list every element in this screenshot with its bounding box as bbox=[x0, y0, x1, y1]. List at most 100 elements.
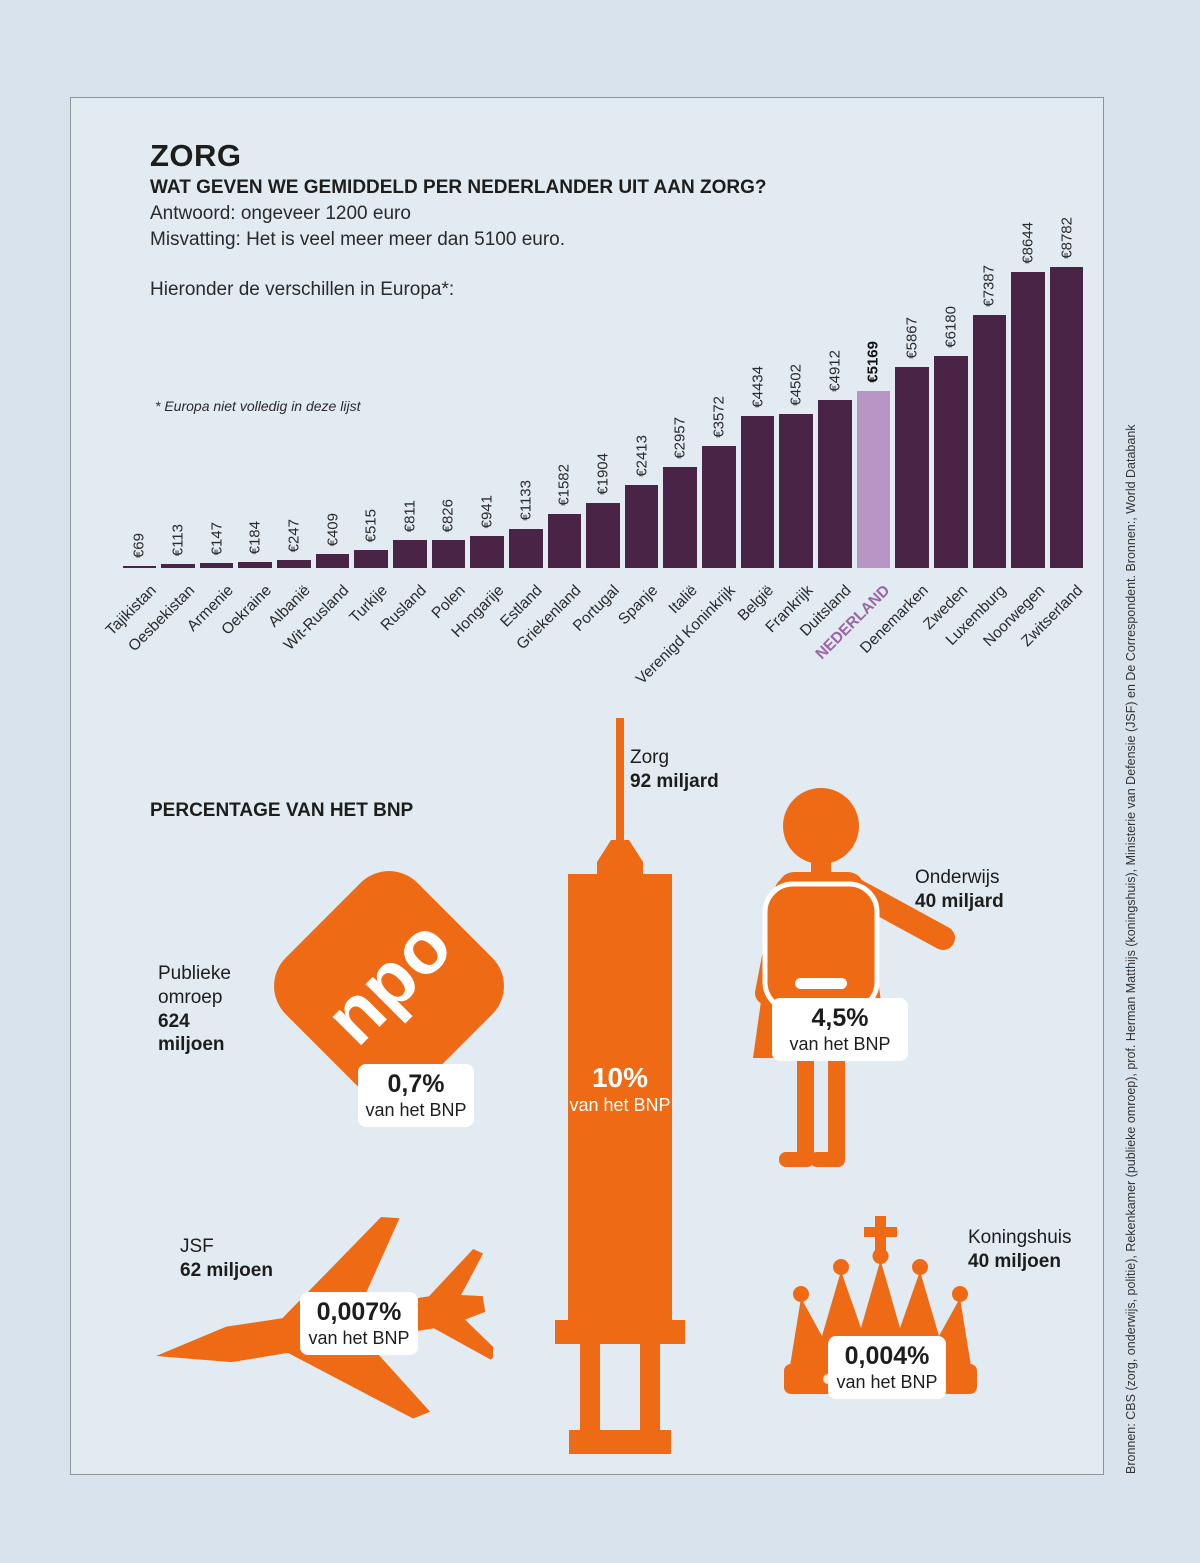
chart-bar bbox=[586, 503, 620, 568]
chart-bar-slot: €1133 bbox=[506, 200, 545, 568]
student-icon bbox=[753, 788, 955, 1167]
chart-bar-value: €4502 bbox=[787, 364, 805, 406]
percentage-value: 0,004% bbox=[844, 1342, 930, 1370]
chart-bar-value: €1904 bbox=[594, 453, 612, 495]
chart-bar bbox=[1011, 272, 1045, 568]
chart-bar-value: €409 bbox=[324, 512, 341, 546]
percentage-value: 0,7% bbox=[387, 1070, 445, 1098]
item-amount: 62 miljoen bbox=[180, 1259, 273, 1281]
chart-bar bbox=[354, 550, 388, 568]
item-name: Onderwijs bbox=[915, 867, 1000, 888]
percentage-caption: van het BNP bbox=[365, 1099, 467, 1120]
publieke-omroep-percentage: 0,7% van het BNP bbox=[358, 1064, 474, 1128]
item-amount: 92 miljard bbox=[630, 770, 719, 792]
zorg-label: Zorg 92 miljard bbox=[630, 746, 719, 794]
chart-bar-slot: €184 bbox=[236, 200, 275, 568]
chart-bar-value: €184 bbox=[246, 520, 264, 554]
chart-bar-value: €941 bbox=[478, 494, 496, 528]
item-amount: 40 miljard bbox=[915, 890, 1004, 912]
chart-bar-value: €7387 bbox=[980, 265, 998, 307]
chart-bar bbox=[392, 540, 427, 568]
chart-bar bbox=[740, 416, 775, 568]
koningshuis-label: Koningshuis 40 miljoen bbox=[968, 1226, 1072, 1274]
chart-bar-value: €515 bbox=[362, 508, 380, 542]
chart-bar-slot: €69 bbox=[120, 200, 159, 568]
chart-bar-value: €147 bbox=[208, 521, 226, 555]
chart-bar bbox=[199, 563, 234, 568]
percentage-caption: van het BNP bbox=[836, 1371, 938, 1392]
chart-bar-value: €8782 bbox=[1058, 217, 1076, 259]
item-amount: 40 miljoen bbox=[968, 1250, 1061, 1272]
chart-bar-slot: €4502 bbox=[777, 200, 816, 568]
chart-bar-value: €1582 bbox=[555, 464, 573, 506]
chart-bar-slot: €6180 bbox=[931, 200, 970, 568]
chart-bar bbox=[663, 467, 698, 568]
chart-bar-slot: €826 bbox=[429, 200, 468, 568]
chart-bar-value: €811 bbox=[401, 499, 419, 532]
chart-bar bbox=[1049, 267, 1084, 568]
percentage-caption: van het BNP bbox=[789, 1033, 891, 1054]
page-title: ZORG bbox=[150, 138, 242, 173]
chart-bar-slot: €941 bbox=[468, 200, 507, 568]
chart-bar-slot: €4912 bbox=[816, 200, 855, 568]
syringe-icon bbox=[555, 718, 685, 1454]
chart-bar-slot: €113 bbox=[159, 200, 198, 568]
chart-bar-slot: €515 bbox=[352, 200, 391, 568]
chart-bar-slot: €147 bbox=[197, 200, 236, 568]
bar-chart: €69 €113 €147 €184 €247 €409 €515 €811 €826 €941 €… bbox=[120, 200, 1086, 568]
jsf-percentage: 0,007% van het BNP bbox=[300, 1292, 418, 1356]
chart-bar bbox=[702, 446, 736, 568]
item-name: Zorg bbox=[630, 747, 670, 768]
percentage-value: 10% bbox=[591, 1062, 649, 1093]
zorg-percentage: 10% van het BNP bbox=[558, 1056, 682, 1123]
chart-bar bbox=[470, 536, 504, 568]
chart-bar bbox=[779, 414, 813, 568]
chart-bar bbox=[122, 566, 157, 568]
bnp-section-title: PERCENTAGE VAN HET BNP bbox=[150, 800, 414, 821]
chart-bar-value: €6180 bbox=[942, 306, 960, 348]
chart-bar bbox=[547, 514, 582, 568]
item-name: Koningshuis bbox=[968, 1227, 1072, 1248]
chart-bar bbox=[933, 356, 968, 568]
chart-bar-slot: €3572 bbox=[700, 200, 739, 568]
chart-bar-slot: €8644 bbox=[1009, 200, 1048, 568]
chart-bar-slot: €2957 bbox=[661, 200, 700, 568]
chart-bar-slot: €811 bbox=[390, 200, 429, 568]
chart-bar-slot: €8782 bbox=[1047, 200, 1086, 568]
chart-bar-value: €113 bbox=[169, 523, 187, 556]
chart-bar-value: €826 bbox=[439, 498, 457, 532]
chart-bar-value: €4912 bbox=[826, 350, 844, 392]
chart-bar-value: €1133 bbox=[517, 480, 535, 521]
chart-bar-slot: €2413 bbox=[622, 200, 661, 568]
chart-bar-value: €5867 bbox=[903, 317, 921, 359]
chart-bar-slot: €1904 bbox=[584, 200, 623, 568]
chart-bar bbox=[431, 540, 466, 568]
chart-bar-value: €4434 bbox=[749, 366, 767, 408]
chart-bar bbox=[624, 485, 659, 568]
jsf-label: JSF 62 miljoen bbox=[180, 1235, 273, 1283]
chart-bar-slot: €5169 bbox=[854, 200, 893, 568]
chart-bar-value: €69 bbox=[130, 532, 148, 558]
chart-bar-value: €3572 bbox=[710, 396, 728, 438]
source-credits: Bronnen: CBS (zorg, onderwijs, politie),… bbox=[1124, 424, 1138, 1474]
chart-bar bbox=[895, 367, 929, 568]
koningshuis-percentage: 0,004% van het BNP bbox=[828, 1336, 946, 1400]
chart-bar-value: €2957 bbox=[671, 417, 689, 459]
chart-bar-value: €2413 bbox=[633, 435, 651, 477]
chart-bar bbox=[238, 562, 273, 568]
chart-footnote: * Europa niet volledig in deze lijst bbox=[155, 398, 361, 414]
chart-bar bbox=[818, 400, 852, 568]
percentage-caption: van het BNP bbox=[569, 1095, 671, 1116]
chart-bar bbox=[508, 529, 543, 568]
percentage-value: 4,5% bbox=[811, 1004, 869, 1032]
item-name: JSF bbox=[180, 1236, 214, 1257]
question-text: WAT GEVEN WE GEMIDDELD PER NEDERLANDER U… bbox=[150, 177, 767, 198]
chart-bar-category: Spanje bbox=[615, 582, 662, 629]
chart-bar-value: €5169 bbox=[864, 341, 882, 383]
chart-bar-slot: €7387 bbox=[970, 200, 1009, 568]
chart-bar bbox=[161, 564, 195, 568]
chart-bar-slot: €4434 bbox=[738, 200, 777, 568]
chart-bar-slot: €409 bbox=[313, 200, 352, 568]
item-amount: 624 miljoen bbox=[158, 1010, 225, 1056]
